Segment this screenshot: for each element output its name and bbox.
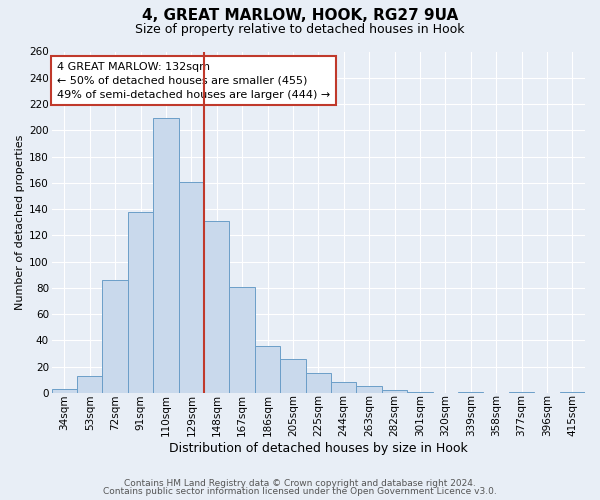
Text: 4 GREAT MARLOW: 132sqm
← 50% of detached houses are smaller (455)
49% of semi-de: 4 GREAT MARLOW: 132sqm ← 50% of detached…: [57, 62, 330, 100]
Bar: [458, 392, 484, 393]
Bar: [179, 182, 204, 393]
Bar: [382, 390, 407, 393]
Bar: [204, 221, 229, 393]
Text: Contains public sector information licensed under the Open Government Licence v3: Contains public sector information licen…: [103, 487, 497, 496]
Bar: [509, 392, 534, 393]
Text: 4, GREAT MARLOW, HOOK, RG27 9UA: 4, GREAT MARLOW, HOOK, RG27 9UA: [142, 8, 458, 22]
Bar: [280, 359, 305, 393]
Text: Size of property relative to detached houses in Hook: Size of property relative to detached ho…: [135, 22, 465, 36]
Text: Contains HM Land Registry data © Crown copyright and database right 2024.: Contains HM Land Registry data © Crown c…: [124, 478, 476, 488]
X-axis label: Distribution of detached houses by size in Hook: Distribution of detached houses by size …: [169, 442, 468, 455]
Bar: [52, 389, 77, 393]
Bar: [407, 392, 433, 393]
Bar: [356, 386, 382, 393]
Bar: [103, 280, 128, 393]
Bar: [128, 212, 153, 393]
Bar: [331, 382, 356, 393]
Bar: [229, 286, 255, 393]
Bar: [305, 373, 331, 393]
Bar: [560, 392, 585, 393]
Bar: [255, 346, 280, 393]
Bar: [153, 118, 179, 393]
Bar: [77, 376, 103, 393]
Y-axis label: Number of detached properties: Number of detached properties: [15, 134, 25, 310]
